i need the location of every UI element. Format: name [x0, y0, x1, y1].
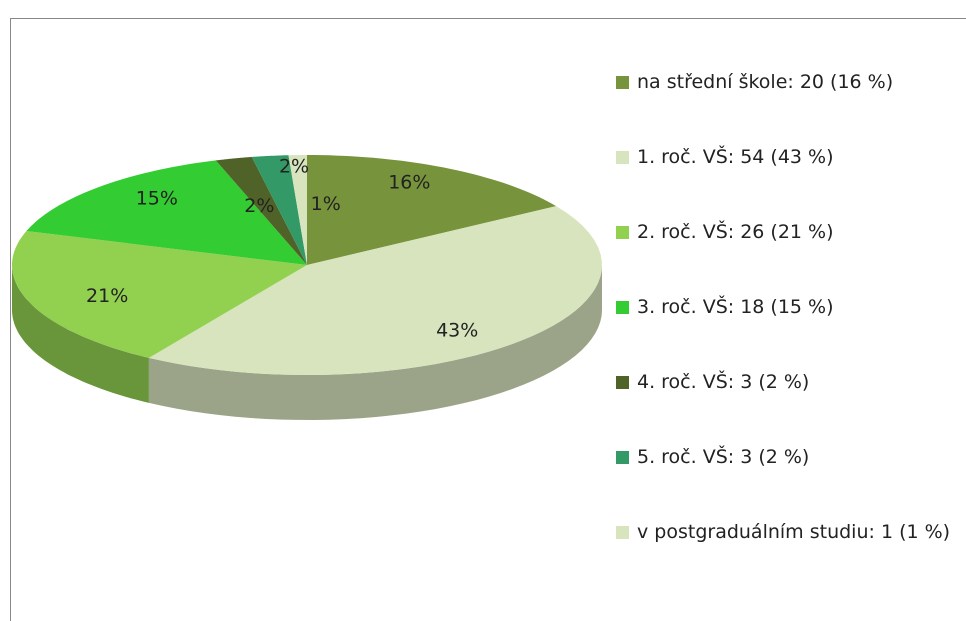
legend-label: 2. roč. VŠ: 26 (21 %) [637, 221, 834, 243]
slice [307, 155, 557, 265]
legend-swatch [616, 451, 629, 464]
slice-side [148, 265, 602, 420]
legend-item: v postgraduálním studiu: 1 (1 %) [612, 518, 966, 593]
legend-swatch [616, 376, 629, 389]
data-label: 43% [436, 320, 478, 342]
data-label: 16% [388, 172, 430, 194]
slice-side [12, 265, 149, 403]
legend-label: 3. roč. VŠ: 18 (15 %) [637, 296, 834, 318]
legend-label: 5. roč. VŠ: 3 (2 %) [637, 446, 810, 468]
slice [26, 160, 308, 265]
data-label: 1% [311, 193, 341, 215]
slice [12, 231, 307, 358]
legend-item: 4. roč. VŠ: 3 (2 %) [612, 368, 966, 443]
slice [215, 156, 307, 265]
data-label: 15% [136, 187, 178, 209]
slice [251, 155, 307, 265]
slice [288, 155, 307, 265]
legend-label: na střední škole: 20 (16 %) [637, 71, 894, 93]
legend-swatch [616, 226, 629, 239]
legend-swatch [616, 151, 629, 164]
legend-swatch [616, 76, 629, 89]
legend-item: 3. roč. VŠ: 18 (15 %) [612, 293, 966, 368]
legend: na střední škole: 20 (16 %) 1. roč. VŠ: 5… [612, 68, 966, 593]
legend-item: 5. roč. VŠ: 3 (2 %) [612, 443, 966, 518]
legend-label: 1. roč. VŠ: 54 (43 %) [637, 146, 834, 168]
slice [148, 206, 602, 375]
legend-item: 2. roč. VŠ: 26 (21 %) [612, 218, 966, 293]
legend-item: 1. roč. VŠ: 54 (43 %) [612, 143, 966, 218]
data-label: 21% [86, 285, 128, 307]
legend-label: 4. roč. VŠ: 3 (2 %) [637, 371, 810, 393]
legend-item: na střední škole: 20 (16 %) [612, 68, 966, 143]
legend-label: v postgraduálním studiu: 1 (1 %) [637, 521, 951, 543]
chart-border [10, 18, 966, 621]
legend-swatch [616, 526, 629, 539]
legend-swatch [616, 301, 629, 314]
data-label: 2% [244, 195, 274, 217]
data-label: 2% [279, 155, 309, 177]
